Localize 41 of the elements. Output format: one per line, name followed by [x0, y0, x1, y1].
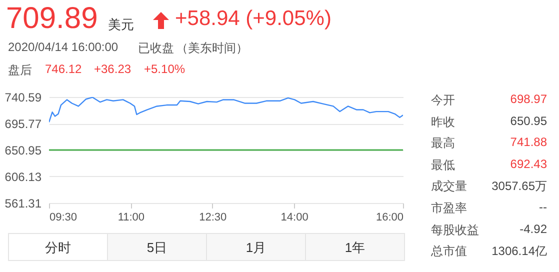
text: +58.94 (+9.05%)	[175, 7, 332, 31]
text: 746.12	[45, 62, 82, 76]
y-tick-label: 695.77	[4, 117, 42, 131]
text: 总市值	[431, 243, 467, 260]
text: --	[539, 200, 547, 214]
y-tick-label: 650.95	[4, 144, 42, 158]
x-tick-label: 16:00	[376, 212, 404, 224]
x-tick-label: 11:00	[118, 212, 145, 224]
text: +5.10%	[144, 62, 186, 76]
text: -4.92	[520, 222, 547, 236]
text: 已收盘	[138, 40, 174, 57]
text: 成交量	[431, 178, 467, 196]
text: +36.23	[94, 62, 132, 76]
text: 昨收	[431, 114, 455, 131]
text: （美东时间）	[176, 40, 248, 57]
text: 1306.14亿	[492, 243, 547, 260]
text: 2020/04/14 16:00:00	[8, 40, 118, 54]
text: 盘后	[8, 62, 32, 79]
text: 今开	[431, 92, 455, 109]
text: 市盈率	[431, 200, 467, 217]
text: 5日	[107, 233, 207, 261]
y-tick-label: 561.31	[4, 196, 42, 210]
chart-title: 709.89	[6, 2, 98, 36]
line-series	[49, 97, 403, 123]
text: 1年	[305, 233, 405, 261]
text: 分时	[8, 233, 108, 261]
text: 1月	[206, 233, 306, 261]
text: 692.43	[510, 156, 547, 171]
text: 最低	[431, 156, 455, 174]
x-tick-label: 09:30	[50, 212, 78, 224]
text: 698.97	[510, 92, 547, 106]
y-tick-label: 606.13	[4, 170, 42, 184]
text: 美元	[108, 16, 134, 34]
text: 650.95	[510, 114, 547, 128]
x-tick-label: 14:00	[280, 212, 308, 224]
x-tick-label: 12:30	[199, 212, 227, 224]
text: 每股收益	[431, 222, 479, 239]
y-tick-label: 740.59	[4, 90, 42, 104]
text: 3057.65万	[492, 178, 547, 196]
text: 最高	[431, 135, 455, 152]
text: 741.88	[510, 135, 547, 150]
